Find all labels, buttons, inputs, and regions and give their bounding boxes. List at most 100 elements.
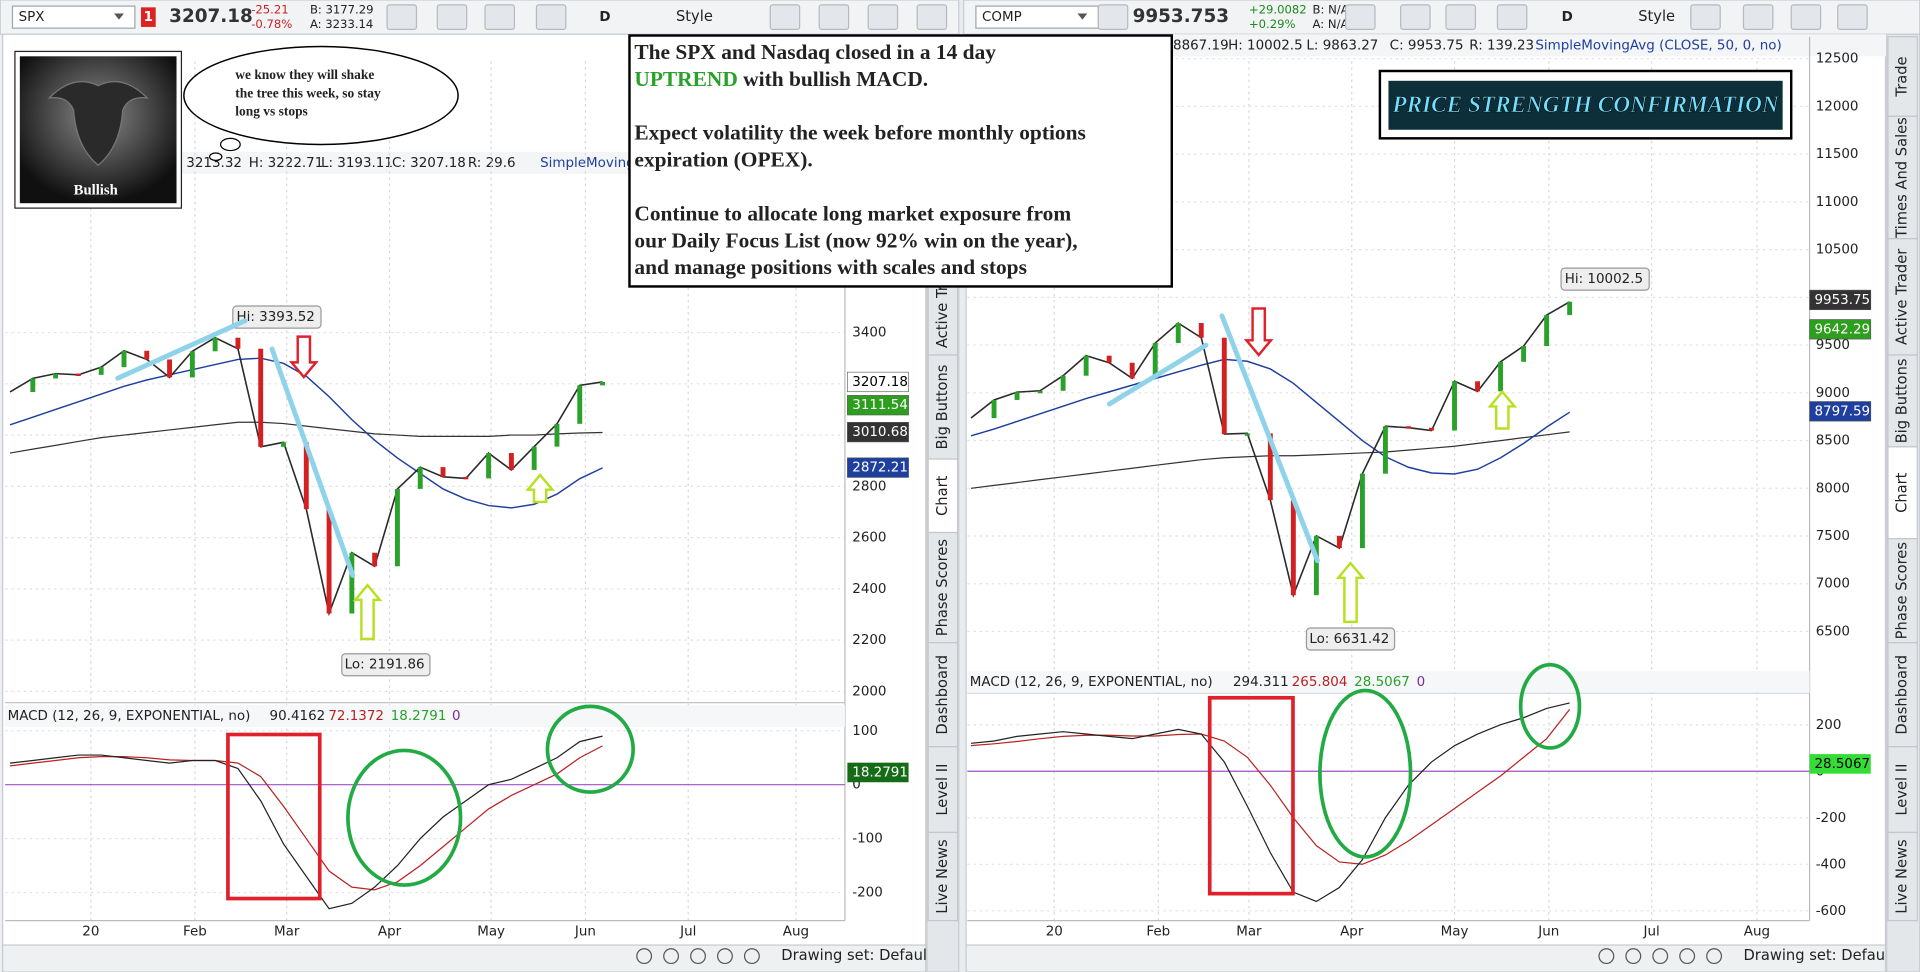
side-tab-label[interactable]: Trade bbox=[1894, 56, 1911, 97]
net-change: -25.21 bbox=[251, 2, 288, 16]
bottom-tool[interactable] bbox=[690, 948, 706, 965]
side-tab-label[interactable]: Phase Scores bbox=[934, 539, 951, 636]
toolbar-button[interactable] bbox=[484, 4, 516, 30]
callout: Hi: 3393.52 bbox=[237, 310, 315, 325]
side-tab[interactable] bbox=[1887, 115, 1918, 240]
toolbar-button[interactable] bbox=[818, 4, 850, 30]
x-tick-label: Apr bbox=[1340, 925, 1364, 940]
side-tab-label[interactable]: Dashboard bbox=[934, 655, 951, 735]
side-tab[interactable] bbox=[1887, 238, 1918, 356]
note-text: with bullish MACD. bbox=[738, 67, 928, 91]
price-tag-bg bbox=[847, 371, 909, 393]
bottom-tool[interactable] bbox=[1652, 948, 1669, 965]
toolbar-button[interactable] bbox=[436, 4, 468, 30]
y-tick-label: 2600 bbox=[852, 531, 886, 546]
toolbar-button[interactable] bbox=[769, 4, 801, 30]
side-tab-label[interactable]: Active Trader bbox=[1894, 248, 1911, 345]
toolbar-button[interactable] bbox=[1097, 4, 1129, 30]
toolbar-button[interactable] bbox=[386, 4, 418, 30]
highlight-box bbox=[1207, 695, 1295, 896]
toolbar-button[interactable] bbox=[535, 4, 567, 30]
side-tab-label[interactable]: Big Buttons bbox=[1894, 358, 1911, 443]
y-tick-label: -400 bbox=[1816, 857, 1847, 872]
bubble-text: the tree this week, so stay bbox=[235, 85, 381, 100]
side-tab-label[interactable]: Level II bbox=[1894, 764, 1911, 816]
candle bbox=[1475, 381, 1480, 392]
bottom-tool[interactable] bbox=[663, 948, 680, 965]
bottom-tool[interactable] bbox=[1598, 948, 1615, 965]
header-value: L: 9863.27 bbox=[1306, 38, 1378, 53]
x-tick-label: Feb bbox=[183, 925, 207, 940]
side-tab-label[interactable]: Level II bbox=[934, 764, 951, 816]
side-tab[interactable] bbox=[1887, 446, 1918, 540]
candle bbox=[440, 467, 446, 477]
symbol: COMP bbox=[982, 10, 1022, 25]
y-tick-label: 11500 bbox=[1816, 147, 1859, 162]
candle bbox=[486, 453, 492, 479]
side-tab[interactable] bbox=[927, 354, 959, 460]
symbol-box[interactable] bbox=[11, 5, 136, 29]
header-value: 8867.19 bbox=[1173, 38, 1229, 53]
candle bbox=[1037, 390, 1043, 394]
side-tab[interactable] bbox=[927, 531, 959, 644]
toolbar-button[interactable] bbox=[1837, 4, 1868, 30]
style-menu[interactable]: Style bbox=[1638, 8, 1675, 25]
trend-line bbox=[115, 318, 248, 381]
side-tab[interactable] bbox=[927, 831, 959, 922]
macd-tag-bg bbox=[1809, 754, 1871, 774]
toolbar-button[interactable] bbox=[1445, 4, 1476, 30]
bottom-tool[interactable] bbox=[1679, 948, 1696, 965]
y-tick-label: 2800 bbox=[852, 479, 886, 494]
symbol: SPX bbox=[19, 10, 45, 25]
x-tick-label: Aug bbox=[1744, 925, 1770, 940]
side-tab[interactable] bbox=[927, 458, 959, 534]
aggregation[interactable]: D bbox=[1562, 10, 1573, 25]
side-tab[interactable] bbox=[1887, 642, 1918, 748]
side-tab[interactable] bbox=[1887, 831, 1918, 922]
toolbar-button[interactable] bbox=[1345, 4, 1376, 30]
x-tick-label: Mar bbox=[274, 925, 300, 940]
macd-value: 28.5067 bbox=[1354, 675, 1410, 690]
aggregation[interactable]: D bbox=[599, 10, 610, 25]
candle bbox=[258, 348, 264, 447]
y-tick-label: 2000 bbox=[852, 684, 886, 699]
drawing-set[interactable]: Drawing set: Default bbox=[781, 947, 933, 964]
x-tick-label: 20 bbox=[82, 925, 99, 940]
side-tab-label[interactable]: Dashboard bbox=[1894, 655, 1911, 735]
highlight-box bbox=[226, 732, 322, 901]
toolbar-button[interactable] bbox=[867, 4, 899, 30]
side-tab-label[interactable]: Chart bbox=[934, 475, 951, 516]
toolbar-button[interactable] bbox=[1400, 4, 1431, 30]
x-tick-label: Jul bbox=[679, 925, 696, 940]
bottom-tool[interactable] bbox=[636, 948, 653, 965]
candle bbox=[30, 378, 36, 393]
side-tab-label[interactable]: Chart bbox=[1894, 472, 1911, 513]
candle bbox=[281, 442, 286, 447]
toolbar-button[interactable] bbox=[1690, 4, 1721, 30]
toolbar-button[interactable] bbox=[1742, 4, 1774, 30]
net-change: +29.0082 bbox=[1249, 2, 1307, 16]
bottom-tool[interactable] bbox=[1625, 948, 1642, 965]
bottom-tool[interactable] bbox=[743, 948, 760, 965]
toolbar-button[interactable] bbox=[1496, 4, 1528, 30]
side-tab-label[interactable]: Phase Scores bbox=[1894, 542, 1911, 639]
side-tab-label[interactable]: Times And Sales bbox=[1894, 117, 1911, 239]
bottom-tool[interactable] bbox=[717, 948, 733, 965]
style-menu[interactable]: Style bbox=[676, 8, 713, 25]
side-tab-label[interactable]: Live News bbox=[1894, 839, 1911, 913]
toolbar-button[interactable] bbox=[916, 4, 948, 30]
side-tab-label[interactable]: Big Buttons bbox=[934, 365, 951, 450]
highlight-circle bbox=[545, 704, 635, 794]
side-tab[interactable] bbox=[1887, 538, 1918, 644]
toolbar-button[interactable] bbox=[1790, 4, 1822, 30]
y-tick-label: 6500 bbox=[1816, 624, 1850, 639]
price-tag: 9642.29 bbox=[1814, 322, 1870, 337]
bottom-tool[interactable] bbox=[1706, 948, 1723, 965]
bottom-bar bbox=[965, 944, 1887, 972]
drawing-set[interactable]: Drawing set: Default bbox=[1743, 947, 1895, 964]
candle bbox=[235, 337, 241, 349]
candle bbox=[508, 453, 514, 470]
candle bbox=[531, 446, 537, 470]
side-tab-label[interactable]: Live News bbox=[934, 839, 951, 913]
